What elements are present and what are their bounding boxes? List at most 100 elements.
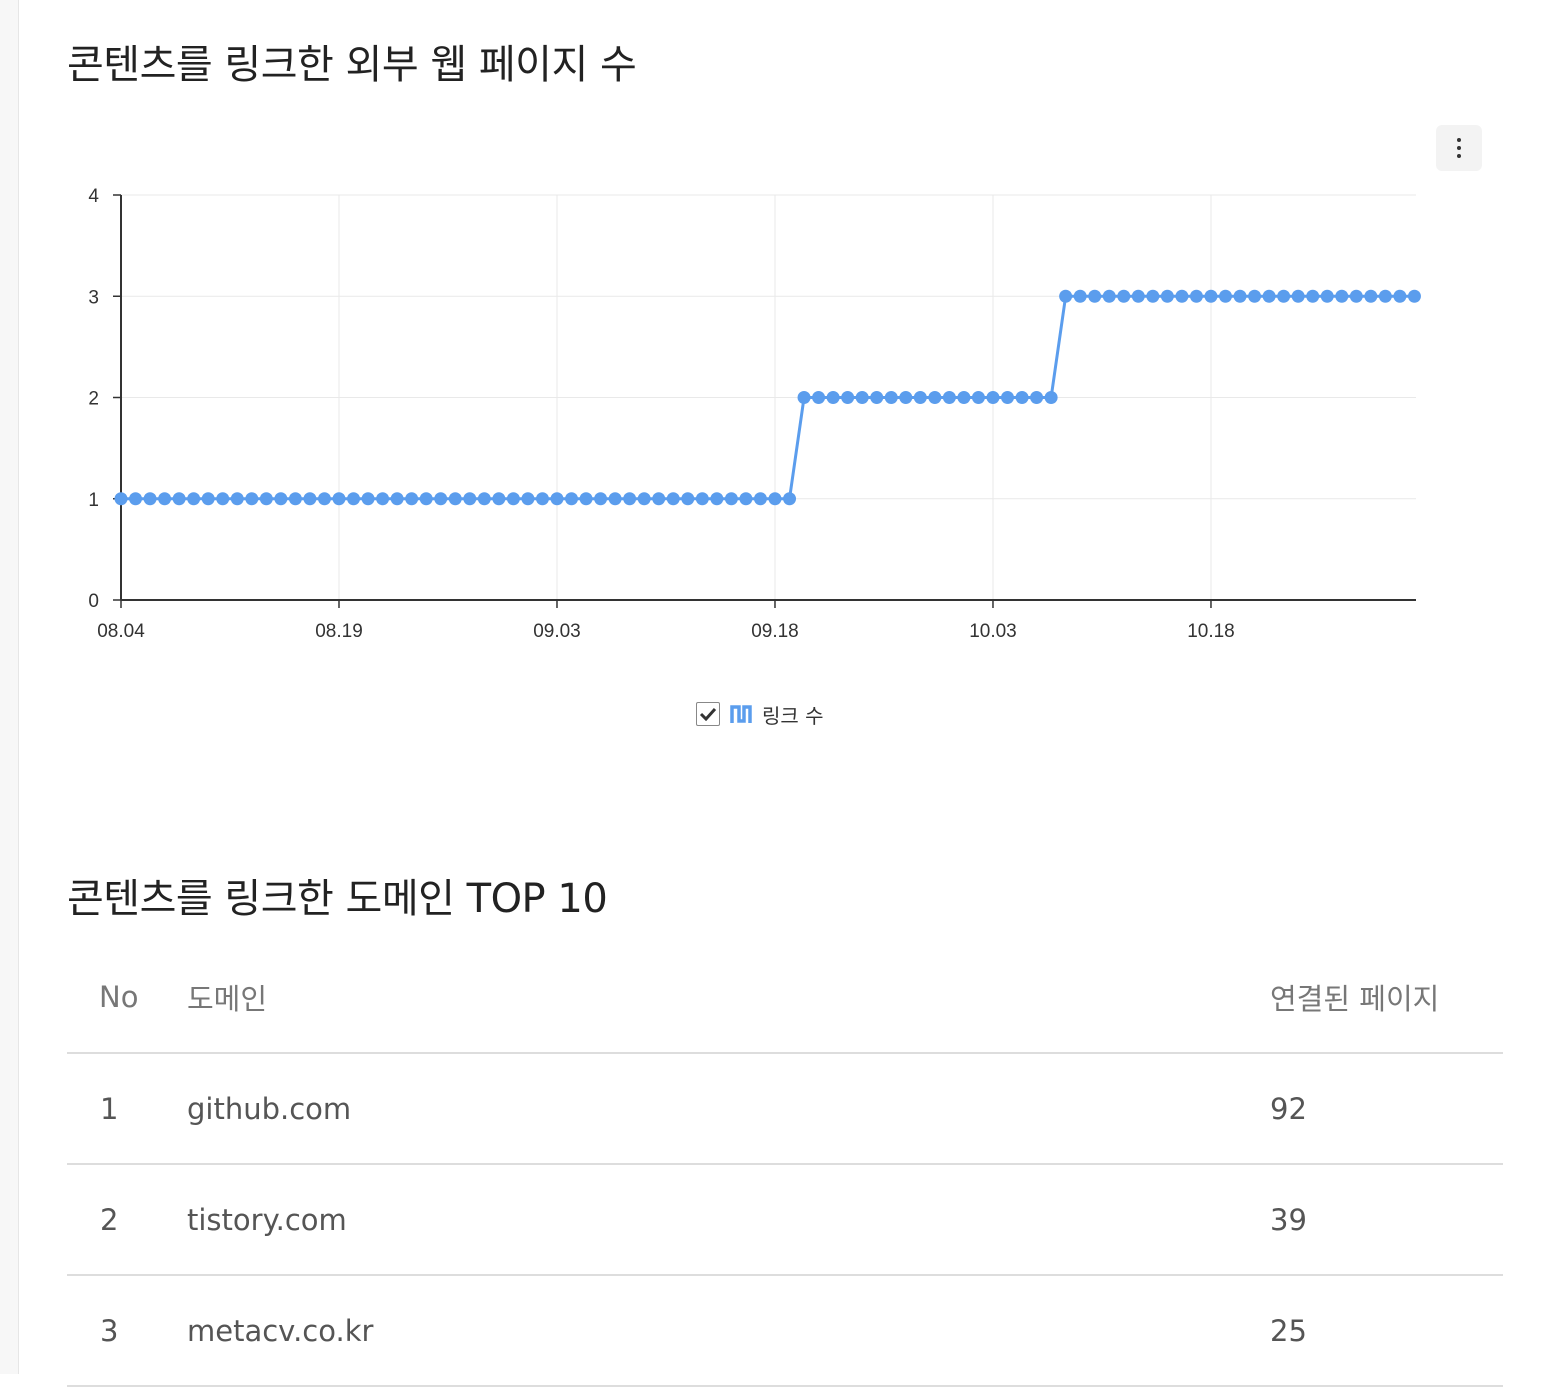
data-point [971,391,985,404]
data-point [841,391,855,404]
data-point [1248,289,1262,303]
data-point [1073,289,1087,303]
data-point [201,492,215,506]
data-point [1030,391,1044,404]
data-point [710,492,724,506]
table-row: 1 github.com 92 [67,1053,1503,1165]
x-tick-label: 09.18 [751,621,799,642]
chart-axes [113,194,1416,608]
data-point [1233,289,1247,303]
chart-tick-labels: 0 1 2 3 4 08.04 08.19 09.03 09.18 10.03 10.18 [88,186,1234,642]
line-series-icon [730,705,752,723]
data-point [259,492,273,506]
data-point [114,492,128,506]
data-point [376,492,390,506]
data-point [753,492,767,506]
x-tick-label: 10.18 [1187,621,1235,642]
legend-checkbox[interactable] [696,702,720,726]
left-border [0,0,19,1374]
data-point [1001,391,1015,404]
data-point [768,492,782,506]
header-no: No [67,942,187,1054]
data-point [1219,289,1233,303]
data-point [957,391,971,404]
table-title: 콘텐츠를 링크한 도메인 TOP 10 [67,876,608,922]
data-point [1175,289,1189,303]
line-chart: 0 1 2 3 4 08.04 08.19 09.03 09.18 10.03 10.18 [88,186,1421,642]
data-point [448,492,462,506]
row-domain: metacv.co.kr [187,1275,1270,1387]
data-point [1378,289,1392,303]
legend-label: 링크 수 [762,703,824,728]
row-domain: github.com [187,1053,1270,1165]
data-point [506,492,520,506]
data-point [884,391,898,404]
row-pages: 92 [1270,1053,1503,1165]
data-point [1320,289,1334,303]
data-point [1204,289,1218,303]
table-row: 2 tistory.com 39 [67,1164,1503,1276]
data-point [1291,289,1305,303]
data-point [565,492,579,506]
x-tick-label: 10.03 [969,621,1017,642]
y-tick-label: 0 [88,591,99,612]
y-tick-label: 3 [88,287,99,308]
data-point [724,492,738,506]
data-point [1117,289,1131,303]
data-point [1044,391,1058,404]
y-tick-label: 2 [88,389,99,410]
table-row: 3 metacv.co.kr 25 [67,1275,1503,1387]
data-point [899,391,913,404]
x-tick-label: 09.03 [533,621,581,642]
data-point [1102,289,1116,303]
data-point [158,492,172,506]
data-point [942,391,956,404]
data-point [594,492,608,506]
data-point [652,492,666,506]
data-point [347,492,361,506]
data-point [1306,289,1320,303]
data-point [1277,289,1291,303]
data-point [928,391,942,404]
data-point [1015,391,1029,404]
data-point [1335,289,1349,303]
y-tick-label: 4 [88,186,99,207]
data-point [129,492,143,506]
data-point [303,492,317,506]
data-point [172,492,186,506]
data-point [1059,289,1073,303]
data-point [143,492,157,506]
data-point [216,492,230,506]
legend-item-links[interactable]: 링크 수 [696,699,824,729]
data-point [1407,289,1421,303]
checkmark-icon [699,707,717,721]
data-point [623,492,637,506]
data-point [492,492,506,506]
data-point [361,492,375,506]
data-point [405,492,419,506]
data-point [288,492,302,506]
data-point [535,492,549,506]
chart-menu-button[interactable] [1436,125,1482,171]
data-point [870,391,884,404]
data-point [1146,289,1160,303]
data-point [855,391,869,404]
data-point [230,492,244,506]
data-point [637,492,651,506]
data-point [1349,289,1363,303]
data-point [681,492,695,506]
data-point [1262,289,1276,303]
data-point [666,492,680,506]
header-pages: 연결된 페이지 [1270,942,1503,1054]
data-point [463,492,477,506]
data-point [477,492,491,506]
data-point [826,391,840,404]
data-point [317,492,331,506]
data-point [1189,289,1203,303]
x-tick-label: 08.19 [315,621,363,642]
data-point [187,492,201,506]
data-point [797,391,811,404]
data-point [1364,289,1378,303]
chart-grid [121,194,1416,600]
chart-title: 콘텐츠를 링크한 외부 웹 페이지 수 [67,42,637,88]
